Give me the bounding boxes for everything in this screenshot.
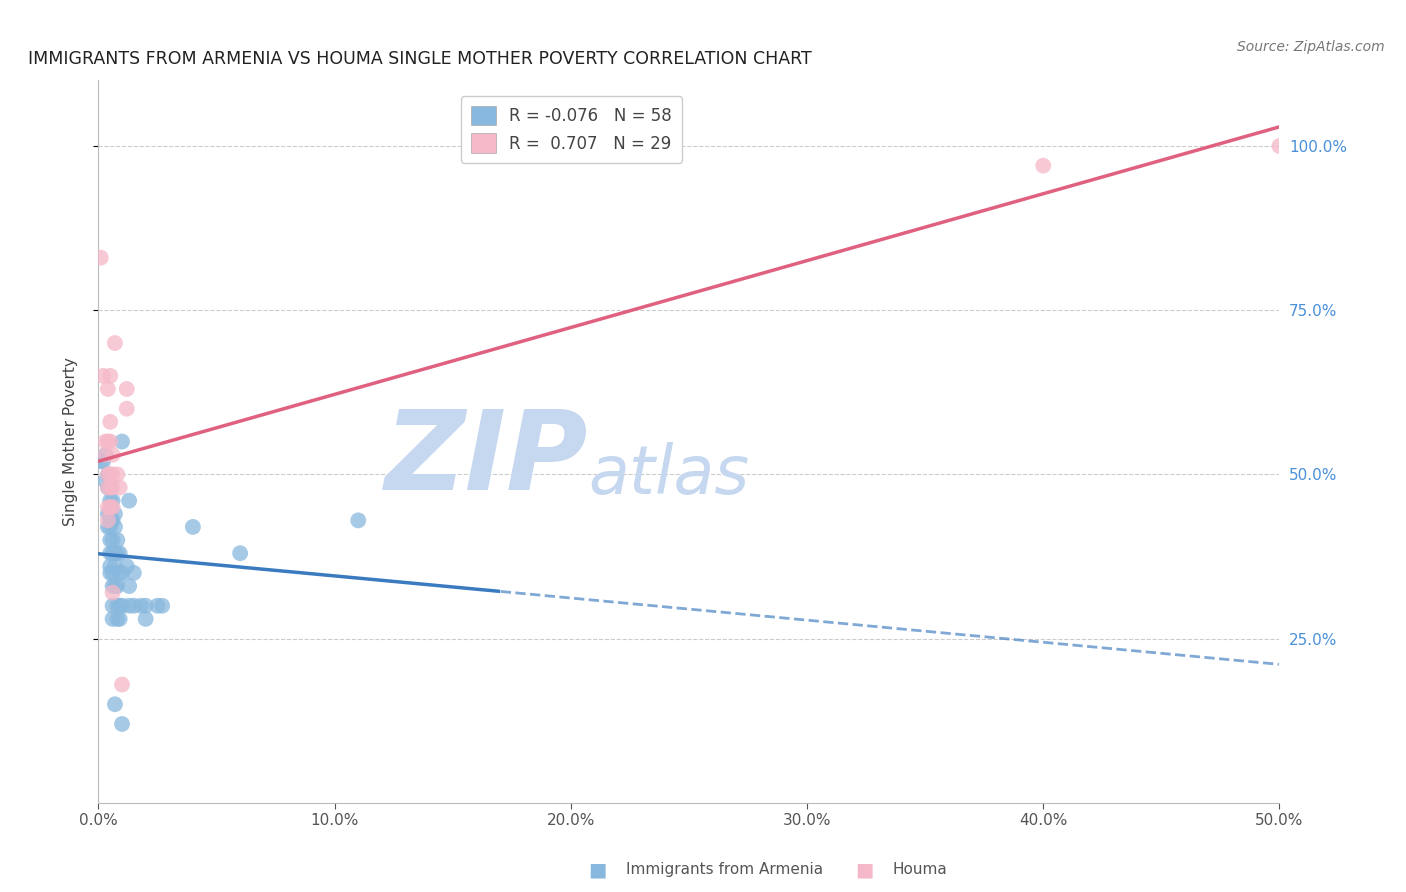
Y-axis label: Single Mother Poverty: Single Mother Poverty <box>63 357 77 526</box>
Point <box>97 467 120 482</box>
Point <box>91 454 114 468</box>
Point <box>104 559 127 574</box>
Point <box>101 448 124 462</box>
Text: ■: ■ <box>588 860 607 880</box>
Point <box>1032 159 1054 173</box>
Point <box>98 566 121 580</box>
Point <box>94 474 117 488</box>
Point <box>94 448 117 462</box>
Point <box>91 368 114 383</box>
Point <box>97 507 120 521</box>
Legend: R = -0.076   N = 58, R =  0.707   N = 29: R = -0.076 N = 58, R = 0.707 N = 29 <box>461 95 682 162</box>
Point <box>104 579 127 593</box>
Point <box>101 546 124 560</box>
Point <box>150 599 173 613</box>
Point <box>115 382 138 396</box>
Point <box>98 500 121 515</box>
Point <box>94 434 117 449</box>
Point <box>104 698 127 712</box>
Point <box>101 612 124 626</box>
Point <box>111 717 134 731</box>
Point <box>98 507 121 521</box>
Text: IMMIGRANTS FROM ARMENIA VS HOUMA SINGLE MOTHER POVERTY CORRELATION CHART: IMMIGRANTS FROM ARMENIA VS HOUMA SINGLE … <box>28 50 811 68</box>
Point <box>97 434 120 449</box>
Point <box>94 448 117 462</box>
Point <box>118 599 141 613</box>
Point <box>97 481 120 495</box>
Point <box>104 507 127 521</box>
Point <box>101 579 124 593</box>
Point <box>108 599 131 613</box>
Point <box>135 612 157 626</box>
Point <box>105 612 128 626</box>
Point <box>97 467 120 482</box>
Point <box>97 500 120 515</box>
Point <box>115 559 138 574</box>
Point <box>111 599 134 613</box>
Point <box>105 546 128 560</box>
Point <box>101 585 124 599</box>
Point <box>111 434 134 449</box>
Text: atlas: atlas <box>589 442 749 508</box>
Text: ■: ■ <box>855 860 875 880</box>
Point <box>97 513 120 527</box>
Point <box>98 481 121 495</box>
Point <box>98 520 121 534</box>
Point <box>108 546 131 560</box>
Text: Immigrants from Armenia: Immigrants from Armenia <box>626 863 823 877</box>
Point <box>98 434 121 449</box>
Point <box>101 566 124 580</box>
Point <box>98 481 121 495</box>
Point <box>98 415 121 429</box>
Point <box>105 533 128 547</box>
Point <box>108 566 131 580</box>
Point <box>105 579 128 593</box>
Point <box>98 467 121 482</box>
Text: Source: ZipAtlas.com: Source: ZipAtlas.com <box>1237 40 1385 54</box>
Point <box>229 546 252 560</box>
Text: ZIP: ZIP <box>385 406 589 513</box>
Point <box>97 520 120 534</box>
Point <box>98 559 121 574</box>
Point <box>135 599 157 613</box>
Point <box>118 579 141 593</box>
Point <box>122 599 145 613</box>
Point <box>347 513 370 527</box>
Point <box>108 481 131 495</box>
Point <box>90 454 112 468</box>
Point <box>111 566 134 580</box>
Point <box>146 599 169 613</box>
Point <box>97 382 120 396</box>
Point <box>101 533 124 547</box>
Point <box>104 546 127 560</box>
Point <box>104 336 127 351</box>
Point <box>122 566 145 580</box>
Point <box>111 677 134 691</box>
Point <box>118 493 141 508</box>
Point <box>129 599 152 613</box>
Point <box>101 500 124 515</box>
Text: Houma: Houma <box>893 863 948 877</box>
Point <box>98 533 121 547</box>
Point <box>98 368 121 383</box>
Point <box>105 467 128 482</box>
Point <box>105 599 128 613</box>
Point <box>101 493 124 508</box>
Point <box>104 520 127 534</box>
Point <box>101 599 124 613</box>
Point <box>181 520 204 534</box>
Point <box>98 546 121 560</box>
Point <box>115 401 138 416</box>
Point <box>101 481 124 495</box>
Point <box>90 251 112 265</box>
Point <box>108 612 131 626</box>
Point <box>101 467 124 482</box>
Point <box>101 513 124 527</box>
Point <box>98 493 121 508</box>
Point <box>98 513 121 527</box>
Point <box>1268 139 1291 153</box>
Point <box>97 481 120 495</box>
